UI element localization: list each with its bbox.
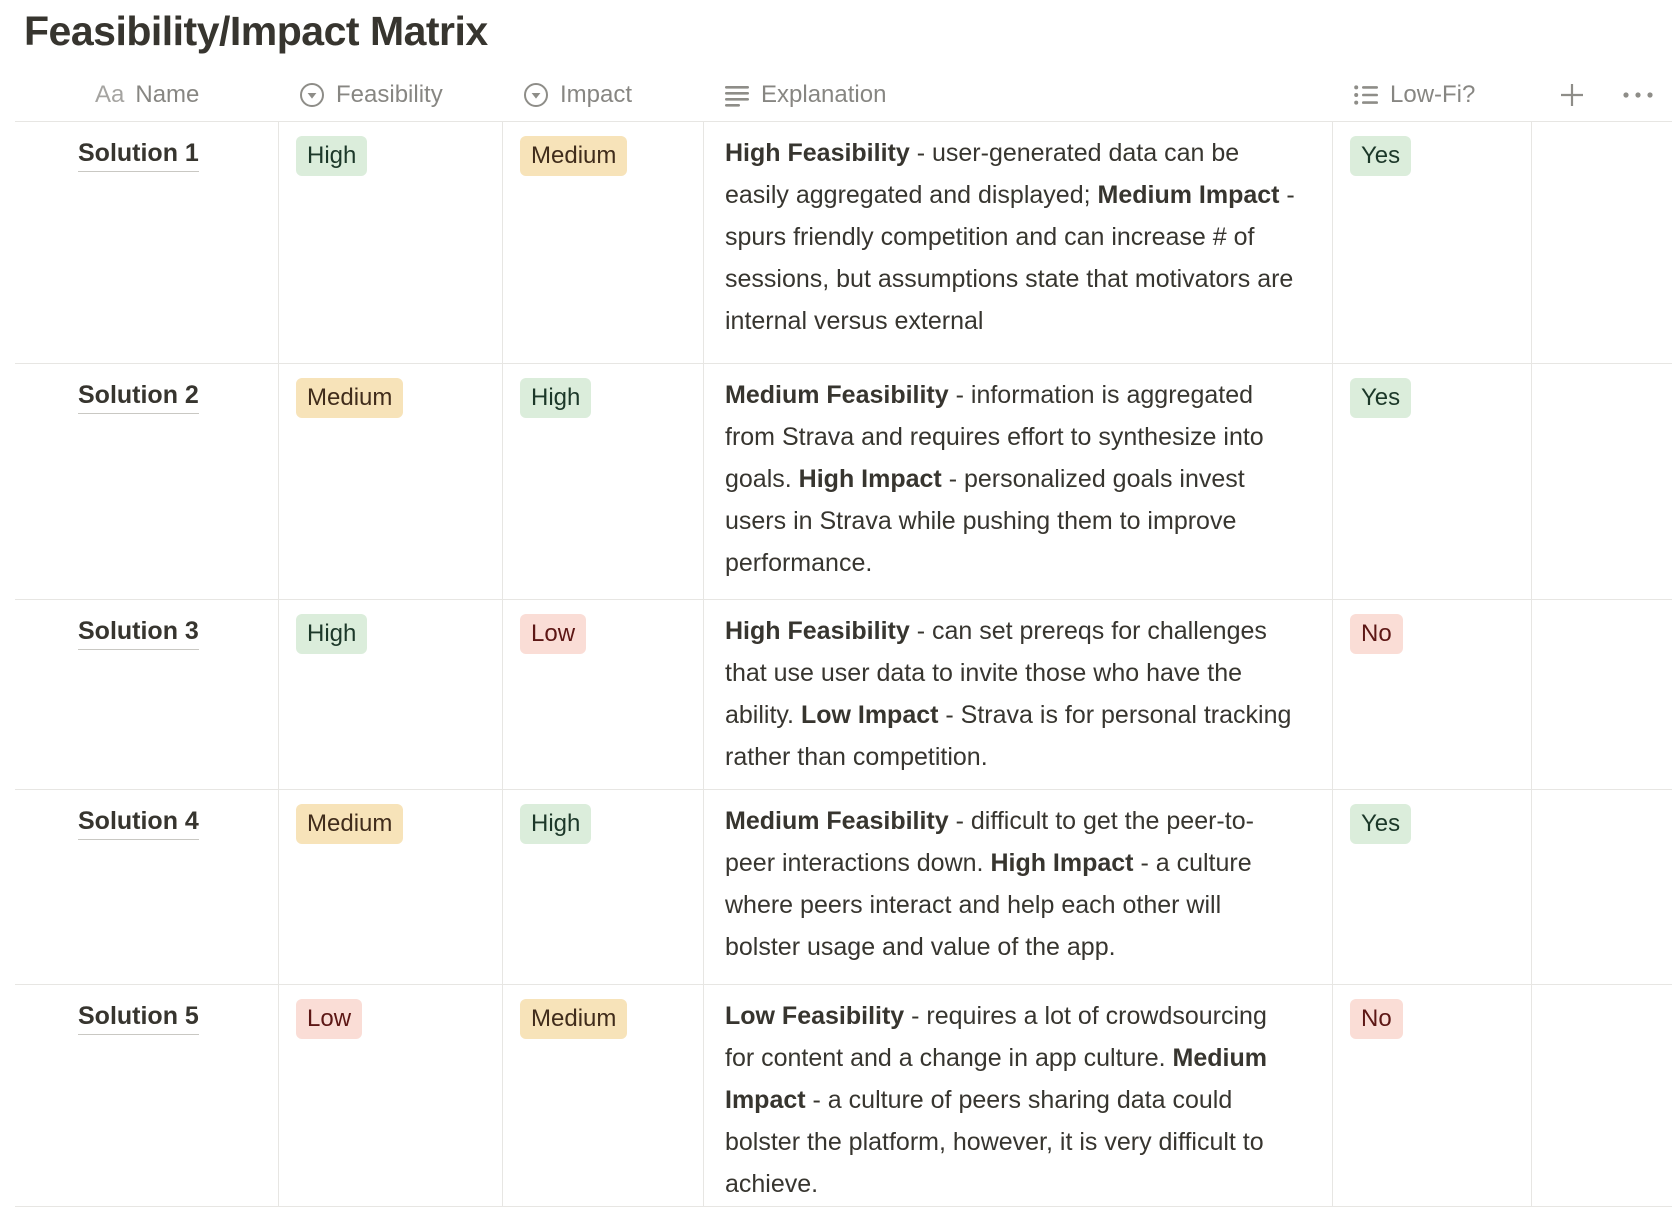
impact-cell[interactable]: Medium — [503, 985, 704, 1207]
row-name-link[interactable]: Solution 1 — [78, 139, 199, 172]
name-cell: Solution 2 — [15, 364, 279, 600]
feasibility-tag: Low — [296, 999, 363, 1039]
table-row: Solution 4 Medium High Medium Feasibilit… — [15, 790, 1672, 985]
impact-tag: High — [520, 378, 592, 418]
column-header-name[interactable]: Aa Name — [15, 68, 279, 122]
table-row: Solution 1 High Medium High Feasibility … — [15, 122, 1672, 364]
name-cell: Solution 4 — [15, 790, 279, 985]
explanation-cell[interactable]: Low Feasibility - requires a lot of crow… — [704, 985, 1333, 1207]
row-name-link[interactable]: Solution 3 — [78, 617, 199, 650]
name-cell: Solution 1 — [15, 122, 279, 364]
explanation-text: High Feasibility - user-generated data c… — [725, 139, 1295, 335]
page-title[interactable]: Feasibility/Impact Matrix — [24, 8, 488, 54]
name-cell: Solution 5 — [15, 985, 279, 1207]
feasibility-cell[interactable]: High — [279, 122, 503, 364]
feasibility-tag: High — [296, 136, 368, 176]
lowfi-cell[interactable]: Yes — [1333, 122, 1532, 364]
impact-tag: High — [520, 804, 592, 844]
table-header-toolbar — [1532, 68, 1672, 122]
lowfi-cell[interactable]: No — [1333, 985, 1532, 1207]
table-row: Solution 2 Medium High Medium Feasibilit… — [15, 364, 1672, 600]
empty-add-column-cell[interactable] — [1532, 600, 1672, 790]
column-header-label: Name — [135, 80, 200, 108]
feasibility-cell[interactable]: Low — [279, 985, 503, 1207]
explanation-cell[interactable]: Medium Feasibility - information is aggr… — [704, 364, 1333, 600]
feasibility-cell[interactable]: Medium — [279, 790, 503, 985]
empty-add-column-cell[interactable] — [1532, 122, 1672, 364]
impact-tag: Medium — [520, 136, 628, 176]
name-cell: Solution 3 — [15, 600, 279, 790]
row-name-link[interactable]: Solution 4 — [78, 807, 199, 840]
lowfi-tag: Yes — [1350, 804, 1412, 844]
feasibility-tag: Medium — [296, 804, 404, 844]
add-column-button[interactable] — [1546, 73, 1598, 117]
lowfi-cell[interactable]: No — [1333, 600, 1532, 790]
explanation-text: Medium Feasibility - information is aggr… — [725, 381, 1264, 577]
explanation-text: Medium Feasibility - difficult to get th… — [725, 807, 1254, 961]
explanation-cell[interactable]: High Feasibility - can set prereqs for c… — [704, 600, 1333, 790]
bulleted-list-icon — [1353, 82, 1379, 108]
lowfi-tag: No — [1350, 614, 1403, 654]
text-style-aa-icon: Aa — [95, 80, 125, 108]
feasibility-cell[interactable]: High — [279, 600, 503, 790]
lowfi-tag: No — [1350, 999, 1403, 1039]
column-header-explanation[interactable]: Explanation — [704, 68, 1333, 122]
empty-add-column-cell[interactable] — [1532, 790, 1672, 985]
table-header-row: Aa Name Feasibility Impact Explanation — [15, 68, 1672, 122]
lowfi-tag: Yes — [1350, 378, 1412, 418]
explanation-cell[interactable]: High Feasibility - user-generated data c… — [704, 122, 1333, 364]
column-header-impact[interactable]: Impact — [503, 68, 704, 122]
column-header-label: Impact — [560, 80, 633, 108]
table-row: Solution 5 Low Medium Low Feasibility - … — [15, 985, 1672, 1207]
ellipsis-icon — [1623, 91, 1653, 98]
plus-icon — [1561, 83, 1583, 106]
select-chevron-circle-icon — [299, 82, 325, 108]
select-chevron-circle-icon — [523, 82, 549, 108]
impact-tag: Low — [520, 614, 587, 654]
impact-cell[interactable]: High — [503, 790, 704, 985]
impact-cell[interactable]: Medium — [503, 122, 704, 364]
column-header-label: Feasibility — [336, 80, 443, 108]
text-lines-icon — [724, 82, 750, 108]
feasibility-cell[interactable]: Medium — [279, 364, 503, 600]
impact-tag: Medium — [520, 999, 628, 1039]
explanation-text: High Feasibility - can set prereqs for c… — [725, 617, 1292, 771]
more-options-button[interactable] — [1612, 73, 1664, 117]
impact-cell[interactable]: Low — [503, 600, 704, 790]
table-row: Solution 3 High Low High Feasibility - c… — [15, 600, 1672, 790]
feasibility-tag: High — [296, 614, 368, 654]
column-header-lowfi[interactable]: Low-Fi? — [1333, 68, 1532, 122]
lowfi-cell[interactable]: Yes — [1333, 364, 1532, 600]
column-header-label: Low-Fi? — [1390, 80, 1476, 108]
row-name-link[interactable]: Solution 5 — [78, 1002, 199, 1035]
column-header-feasibility[interactable]: Feasibility — [279, 68, 503, 122]
empty-add-column-cell[interactable] — [1532, 985, 1672, 1207]
impact-cell[interactable]: High — [503, 364, 704, 600]
explanation-cell[interactable]: Medium Feasibility - difficult to get th… — [704, 790, 1333, 985]
empty-add-column-cell[interactable] — [1532, 364, 1672, 600]
feasibility-tag: Medium — [296, 378, 404, 418]
explanation-text: Low Feasibility - requires a lot of crow… — [725, 1002, 1267, 1198]
feasibility-impact-table: Aa Name Feasibility Impact Explanation — [15, 68, 1672, 1207]
row-name-link[interactable]: Solution 2 — [78, 381, 199, 414]
lowfi-cell[interactable]: Yes — [1333, 790, 1532, 985]
column-header-label: Explanation — [761, 80, 887, 108]
table-body: Solution 1 High Medium High Feasibility … — [15, 122, 1672, 1207]
lowfi-tag: Yes — [1350, 136, 1412, 176]
